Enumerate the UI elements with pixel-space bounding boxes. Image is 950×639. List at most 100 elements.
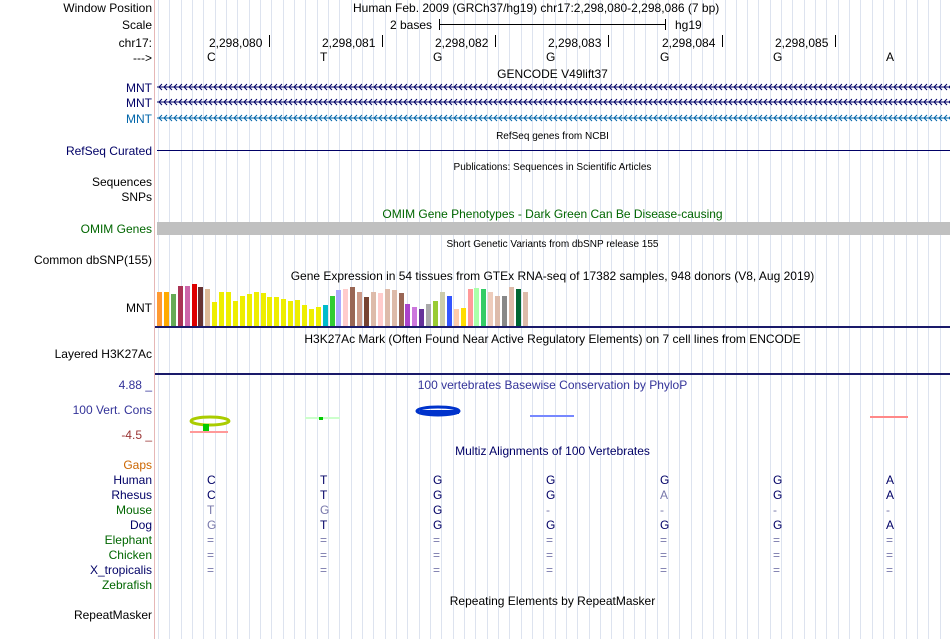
repeatmasker-title[interactable]: Repeating Elements by RepeatMasker [449,594,656,608]
phylop-title[interactable]: 100 vertebrates Basewise Conservation by… [417,378,688,392]
gtex-bar[interactable] [350,287,356,326]
gtex-bar[interactable] [453,309,459,326]
gtex-bar[interactable] [170,294,176,326]
grid-line [486,0,488,639]
gtex-bar[interactable] [377,293,383,326]
gtex-bar[interactable] [205,289,211,326]
gtex-bar[interactable] [315,307,321,326]
gtex-bar[interactable] [412,307,418,326]
phylop-label[interactable]: 100 Vert. Cons [72,403,152,417]
gtex-bar[interactable] [184,286,190,326]
gtex-bar[interactable] [419,309,425,326]
dbsnp-title[interactable]: Short Genetic Variants from dbSNP releas… [446,239,659,250]
multiz-species-label[interactable]: Rhesus [111,488,152,502]
gtex-bar[interactable] [467,289,473,326]
refseq-line[interactable] [157,150,950,151]
multiz-title[interactable]: Multiz Alignments of 100 Vertebrates [455,444,650,458]
strand-arrow [353,98,358,106]
gtex-bar[interactable] [460,308,466,326]
grid-line [803,0,805,639]
gtex-bar[interactable] [308,309,314,326]
gencode-transcript-2[interactable] [157,97,950,107]
publications-title[interactable]: Publications: Sequences in Scientific Ar… [453,162,652,173]
gtex-bar[interactable] [502,296,507,326]
gtex-bar-chart[interactable] [157,284,557,326]
gencode-transcript-label-2[interactable]: MNT [126,96,152,110]
gtex-bar[interactable] [508,287,514,326]
gtex-label[interactable]: MNT [126,301,152,315]
publications-sequences-label[interactable]: Sequences [91,175,152,189]
gtex-bar[interactable] [481,289,487,326]
phylop-logo[interactable] [155,402,950,436]
gtex-bar[interactable] [515,289,521,326]
multiz-species-label[interactable]: Dog [129,518,152,532]
gtex-bar[interactable] [405,304,411,326]
gtex-bar[interactable] [260,293,266,326]
gtex-bar[interactable] [474,288,480,326]
multiz-species-label[interactable]: Chicken [108,548,152,562]
gtex-bar[interactable] [439,292,445,326]
gtex-bar[interactable] [177,286,183,326]
dbsnp-label[interactable]: Common dbSNP(155) [33,253,152,267]
gtex-bar[interactable] [343,289,349,326]
gtex-bar[interactable] [267,297,273,326]
gtex-bar[interactable] [433,301,438,326]
gtex-bar[interactable] [357,292,363,326]
gtex-bar[interactable] [281,299,287,326]
strand-arrow [353,83,358,91]
gtex-bar[interactable] [226,292,231,326]
gtex-bar[interactable] [426,304,432,326]
omim-label[interactable]: OMIM Genes [80,222,152,236]
publications-snps-label[interactable]: SNPs [121,190,152,204]
gtex-title[interactable]: Gene Expression in 54 tissues from GTEx … [290,269,815,283]
gtex-bar[interactable] [391,290,397,326]
strand-arrow [453,98,458,106]
refseq-title[interactable]: RefSeq genes from NCBI [496,131,609,142]
gtex-bar[interactable] [488,292,494,326]
gtex-bar[interactable] [522,292,528,326]
gtex-bar[interactable] [495,296,501,326]
gencode-transcript-1[interactable] [157,82,950,92]
gtex-bar[interactable] [198,287,204,326]
omim-gene-bar[interactable] [157,222,950,235]
gencode-title[interactable]: GENCODE V49lift37 [497,67,608,81]
gtex-bar[interactable] [329,296,335,326]
gtex-bar[interactable] [370,292,376,326]
gtex-bar[interactable] [239,296,245,326]
multiz-species-label[interactable]: Zebrafish [101,578,152,592]
h3k27ac-label[interactable]: Layered H3K27Ac [54,347,152,361]
gtex-bar[interactable] [364,297,369,326]
gtex-bar[interactable] [246,294,252,326]
multiz-species-label[interactable]: Mouse [115,503,152,517]
grid-line [735,0,737,639]
gtex-bar[interactable] [446,296,452,326]
gtex-bar[interactable] [384,289,390,326]
gtex-bar[interactable] [219,292,225,326]
gtex-bar[interactable] [288,301,294,326]
gencode-transcript-3[interactable] [157,113,950,123]
h3k27ac-title[interactable]: H3K27Ac Mark (Often Found Near Active Re… [304,332,801,346]
multiz-species-label[interactable]: X_tropicalis [89,563,152,577]
gtex-bar[interactable] [157,292,162,326]
gtex-bar[interactable] [295,300,300,326]
refseq-label[interactable]: RefSeq Curated [65,144,152,158]
gtex-bar[interactable] [322,305,328,326]
gtex-bar[interactable] [191,284,197,326]
omim-title[interactable]: OMIM Gene Phenotypes - Dark Green Can Be… [382,207,723,221]
gtex-bar[interactable] [163,292,169,326]
gtex-bar[interactable] [301,305,307,326]
repeatmasker-label[interactable]: RepeatMasker [73,608,152,622]
gtex-bar[interactable] [232,301,238,326]
gtex-bar[interactable] [253,292,259,326]
multiz-species-label[interactable]: Elephant [104,533,152,547]
strand-arrow [798,83,803,91]
multiz-gaps-label[interactable]: Gaps [123,458,152,472]
gtex-bar[interactable] [274,297,280,326]
gtex-bar[interactable] [212,302,218,326]
multiz-species-label[interactable]: Human [113,473,152,487]
gencode-transcript-label-3[interactable]: MNT [126,112,152,126]
gtex-bar[interactable] [336,290,342,326]
label-divider[interactable] [154,0,155,639]
gencode-transcript-label-1[interactable]: MNT [126,81,152,95]
gtex-bar[interactable] [398,293,404,326]
